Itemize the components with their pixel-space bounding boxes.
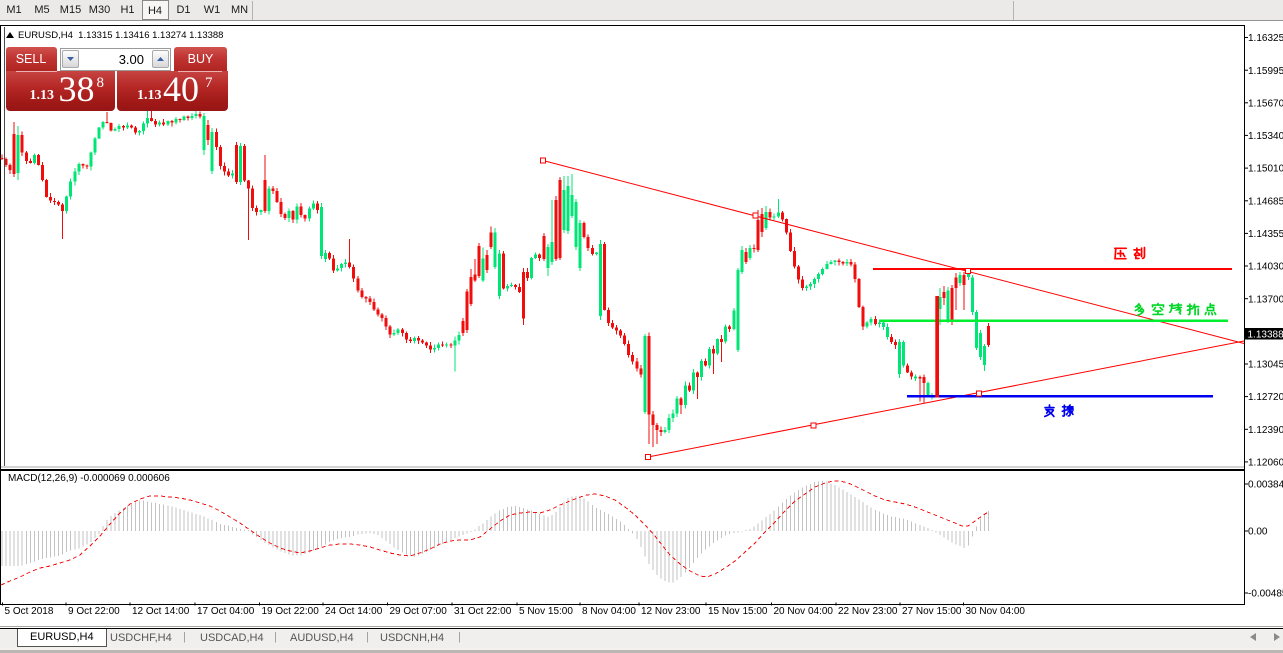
svg-text:1.14030: 1.14030 [1248, 262, 1283, 273]
svg-text:19 Oct 22:00: 19 Oct 22:00 [262, 606, 320, 617]
svg-text:5 Oct 2018: 5 Oct 2018 [5, 606, 54, 617]
svg-text:1.12390: 1.12390 [1248, 425, 1283, 436]
svg-text:20 Nov 04:00: 20 Nov 04:00 [774, 606, 834, 617]
svg-text:31 Oct 22:00: 31 Oct 22:00 [454, 606, 512, 617]
svg-text:1.15670: 1.15670 [1248, 98, 1283, 109]
svg-text:29 Oct 07:00: 29 Oct 07:00 [390, 606, 448, 617]
svg-text:24 Oct 14:00: 24 Oct 14:00 [325, 606, 383, 617]
svg-text:15 Nov 15:00: 15 Nov 15:00 [708, 606, 768, 617]
svg-text:17 Oct 04:00: 17 Oct 04:00 [197, 606, 255, 617]
svg-text:8 Nov 04:00: 8 Nov 04:00 [582, 606, 636, 617]
svg-text:12 Nov 23:00: 12 Nov 23:00 [641, 606, 701, 617]
svg-text:1.13045: 1.13045 [1248, 360, 1283, 371]
svg-text:1.16325: 1.16325 [1248, 33, 1283, 44]
svg-text:5 Nov 15:00: 5 Nov 15:00 [519, 606, 573, 617]
svg-text:12 Oct 14:00: 12 Oct 14:00 [132, 606, 190, 617]
svg-text:30 Nov 04:00: 30 Nov 04:00 [966, 606, 1026, 617]
svg-text:22 Nov 23:00: 22 Nov 23:00 [838, 606, 898, 617]
svg-text:1.12720: 1.12720 [1248, 392, 1283, 403]
svg-text:9 Oct 22:00: 9 Oct 22:00 [68, 606, 120, 617]
svg-text:1.15340: 1.15340 [1248, 131, 1283, 142]
svg-text:MACD(12,26,9) -0.000069 0.0006: MACD(12,26,9) -0.000069 0.000606 [8, 473, 170, 484]
svg-text:0.00: 0.00 [1248, 527, 1268, 538]
svg-text:1.13700: 1.13700 [1248, 294, 1283, 305]
svg-text:1.15995: 1.15995 [1248, 66, 1283, 77]
svg-text:1.15010: 1.15010 [1248, 164, 1283, 175]
svg-text:0.003847: 0.003847 [1248, 480, 1283, 491]
svg-text:1.12060: 1.12060 [1248, 458, 1283, 469]
svg-text:1.14355: 1.14355 [1248, 229, 1283, 240]
svg-text:1.14685: 1.14685 [1248, 196, 1283, 207]
svg-text:1.13388: 1.13388 [1248, 329, 1283, 340]
svg-text:27 Nov 15:00: 27 Nov 15:00 [902, 606, 962, 617]
